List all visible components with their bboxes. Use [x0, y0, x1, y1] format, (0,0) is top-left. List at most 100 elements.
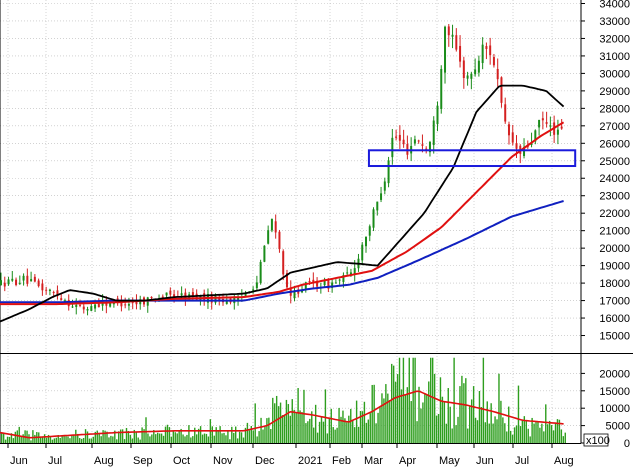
- candle-body: [327, 279, 330, 289]
- volume-bar: [139, 439, 141, 443]
- price-tick-label: 17000: [599, 296, 630, 308]
- candle-body: [301, 290, 304, 293]
- volume-bar: [541, 423, 543, 443]
- candle-body: [432, 120, 435, 145]
- volume-bar: [18, 426, 20, 443]
- volume-bar: [157, 432, 159, 443]
- volume-bar: [543, 431, 545, 443]
- candle-body: [312, 279, 315, 283]
- volume-bar: [560, 429, 563, 443]
- volume-bar: [490, 403, 492, 443]
- volume-bar: [100, 436, 102, 443]
- volume-bar: [16, 430, 19, 443]
- volume-bar: [470, 399, 473, 443]
- volume-bar: [43, 434, 46, 443]
- volume-bar: [396, 374, 399, 443]
- volume-bar: [28, 434, 30, 443]
- volume-bar: [398, 357, 401, 443]
- volume-bar: [412, 357, 414, 443]
- volume-bar: [375, 423, 377, 443]
- volume-bar: [14, 431, 17, 443]
- volume-bar: [453, 357, 455, 443]
- volume-bar: [166, 424, 169, 443]
- volume-bar: [231, 426, 233, 443]
- candle-body: [455, 35, 458, 50]
- ma-blue-line: [0, 200, 564, 304]
- volume-bar: [387, 393, 389, 443]
- price-tick-label: 16000: [599, 313, 630, 325]
- candle-body: [26, 275, 29, 284]
- volume-bar: [79, 438, 81, 443]
- volume-bar: [326, 433, 329, 443]
- candle-body: [15, 279, 18, 285]
- price-tick-label: 22000: [599, 208, 630, 220]
- volume-bar: [373, 384, 375, 443]
- candle-body: [60, 298, 63, 300]
- volume-bar: [197, 428, 200, 443]
- volume-bar: [112, 436, 114, 443]
- volume-bar: [240, 432, 243, 443]
- candle-body: [507, 124, 510, 136]
- volume-bar: [537, 421, 539, 443]
- volume-bar: [525, 419, 527, 443]
- volume-bar: [129, 434, 132, 443]
- volume-bar: [531, 417, 533, 443]
- candle-body: [402, 139, 405, 145]
- volume-bar: [41, 436, 44, 443]
- volume-bar: [476, 420, 479, 443]
- volume-bar: [484, 422, 487, 443]
- candle-body: [538, 119, 541, 128]
- price-tick-label: 33000: [599, 16, 630, 28]
- volume-bar: [88, 438, 91, 443]
- volume-bar: [268, 417, 270, 443]
- volume-bar: [45, 437, 48, 443]
- volume-bar: [465, 378, 467, 443]
- candle-body: [485, 46, 488, 50]
- candle-body: [22, 275, 25, 281]
- volume-bar: [435, 415, 438, 443]
- volume-bar: [428, 381, 430, 443]
- volume-bar: [207, 436, 210, 443]
- volume-bar: [49, 436, 52, 443]
- volume-bar: [262, 429, 264, 443]
- volume-bar: [392, 365, 395, 443]
- candle-body: [105, 302, 108, 306]
- volume-bar: [353, 427, 356, 443]
- volume-bar: [121, 429, 124, 443]
- volume-bar: [291, 399, 293, 443]
- date-tick-label: Jun: [10, 455, 28, 467]
- candle-body: [267, 230, 270, 244]
- volume-bar: [155, 434, 157, 443]
- volume-bar: [459, 386, 461, 443]
- volume-bar: [188, 425, 190, 443]
- volume-bar: [219, 426, 221, 443]
- volume-bar: [496, 419, 498, 443]
- volume-bar: [309, 418, 311, 443]
- candle-body: [428, 142, 431, 153]
- candle-body: [380, 193, 383, 200]
- volume-bar: [449, 406, 451, 443]
- candle-body: [278, 231, 281, 250]
- candle-body: [304, 282, 307, 291]
- volume-bar: [77, 433, 79, 443]
- candle-body: [0, 280, 2, 286]
- volume-bar: [467, 428, 469, 443]
- candlesticks: [0, 23, 563, 316]
- volume-bar: [558, 419, 561, 443]
- volume-bar: [1, 432, 3, 443]
- price-tick-label: 26000: [599, 138, 630, 150]
- price-tick-label: 31000: [599, 51, 630, 63]
- volume-bar: [344, 418, 346, 443]
- candle-body: [252, 289, 255, 291]
- volume-bar: [506, 431, 508, 443]
- volume-bar: [75, 429, 77, 443]
- volume-bar: [215, 427, 217, 443]
- volume-bar: [201, 434, 204, 443]
- volume-bar: [248, 430, 251, 443]
- date-tick-label: Jul: [48, 455, 62, 467]
- candle-body: [372, 209, 375, 228]
- volume-bar: [270, 429, 272, 443]
- volume-bar: [433, 373, 436, 443]
- candle-body: [515, 143, 518, 149]
- volume-bar: [51, 439, 54, 443]
